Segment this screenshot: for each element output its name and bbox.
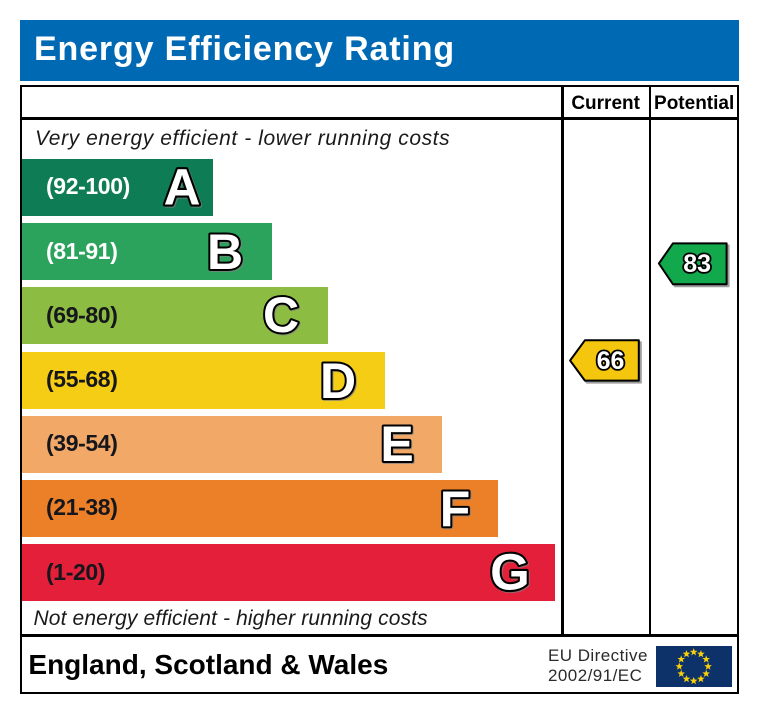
svg-text:G: G <box>491 544 531 601</box>
svg-text:C: C <box>263 287 299 343</box>
svg-text:D: D <box>320 353 356 409</box>
svg-text:E: E <box>380 416 413 472</box>
svg-text:F: F <box>440 481 471 537</box>
svg-text:83: 83 <box>683 250 711 278</box>
svg-text:B: B <box>207 224 243 280</box>
svg-text:A: A <box>164 159 201 216</box>
svg-text:66: 66 <box>597 347 625 375</box>
